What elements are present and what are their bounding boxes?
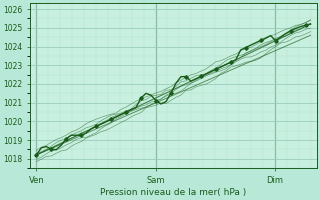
X-axis label: Pression niveau de la mer( hPa ): Pression niveau de la mer( hPa )	[100, 188, 247, 197]
